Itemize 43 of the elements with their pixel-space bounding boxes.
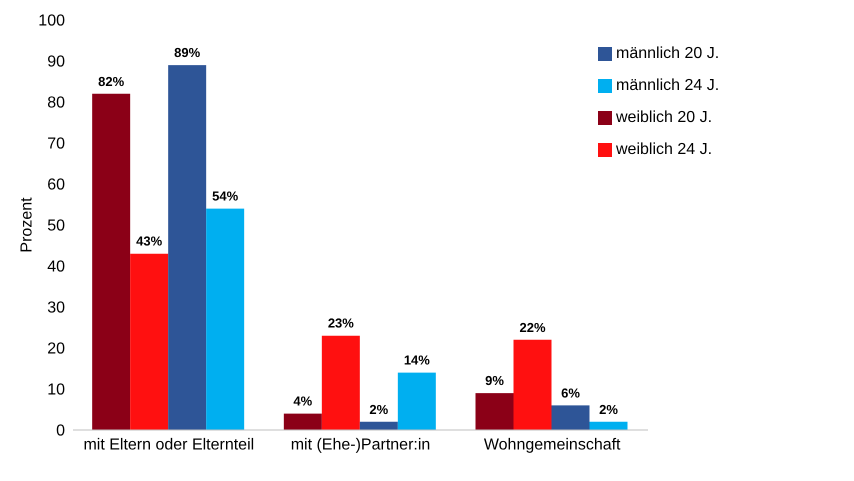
- data-label: 89%: [174, 45, 201, 60]
- y-tick-label: 70: [47, 136, 66, 153]
- data-label: 9%: [485, 373, 504, 388]
- y-tick-label: 10: [47, 382, 66, 399]
- x-tick-label: Wohngemeinschaft: [484, 436, 622, 454]
- bar: [168, 65, 206, 430]
- y-tick-label: 30: [47, 300, 66, 317]
- y-axis-title: Prozent: [18, 196, 36, 253]
- bar: [322, 336, 360, 430]
- bar: [130, 254, 168, 430]
- data-label: 2%: [369, 402, 389, 417]
- y-tick-label: 40: [47, 258, 66, 276]
- data-label: 14%: [404, 352, 430, 368]
- y-tick-label: 20: [47, 340, 66, 358]
- legend-label: weiblich 20 J.: [616, 109, 712, 126]
- y-tick-label: 0: [56, 422, 66, 440]
- bar: [514, 340, 552, 430]
- data-label: 2%: [599, 402, 618, 417]
- y-tick-label: 60: [47, 176, 66, 194]
- y-tick-label: 50: [47, 218, 66, 235]
- data-label: 6%: [561, 385, 580, 400]
- y-tick-label: 90: [47, 54, 66, 71]
- y-tick-label: 80: [47, 94, 66, 112]
- data-label: 82%: [98, 74, 125, 89]
- x-tick-label: mit Eltern oder Elternteil: [83, 436, 254, 454]
- x-tick-label: mit (Ehe-)Partner:in: [290, 436, 430, 454]
- legend-label: männlich 20 J.: [616, 45, 720, 62]
- data-label: 22%: [519, 320, 546, 335]
- legend-label: männlich 24 J.: [616, 77, 720, 94]
- bar: [92, 94, 130, 430]
- legend-label: weiblich 24 J.: [616, 141, 712, 158]
- bar: [360, 422, 398, 430]
- bar: [206, 208, 244, 430]
- bar: [284, 414, 322, 430]
- bar: [552, 405, 590, 430]
- bar: [398, 372, 436, 430]
- y-tick-label: 100: [38, 12, 66, 30]
- data-label: 23%: [328, 316, 354, 331]
- bar: [476, 393, 514, 430]
- bar: [590, 422, 628, 430]
- data-label: 4%: [293, 394, 313, 409]
- data-label: 54%: [212, 188, 239, 204]
- data-label: 43%: [136, 234, 163, 249]
